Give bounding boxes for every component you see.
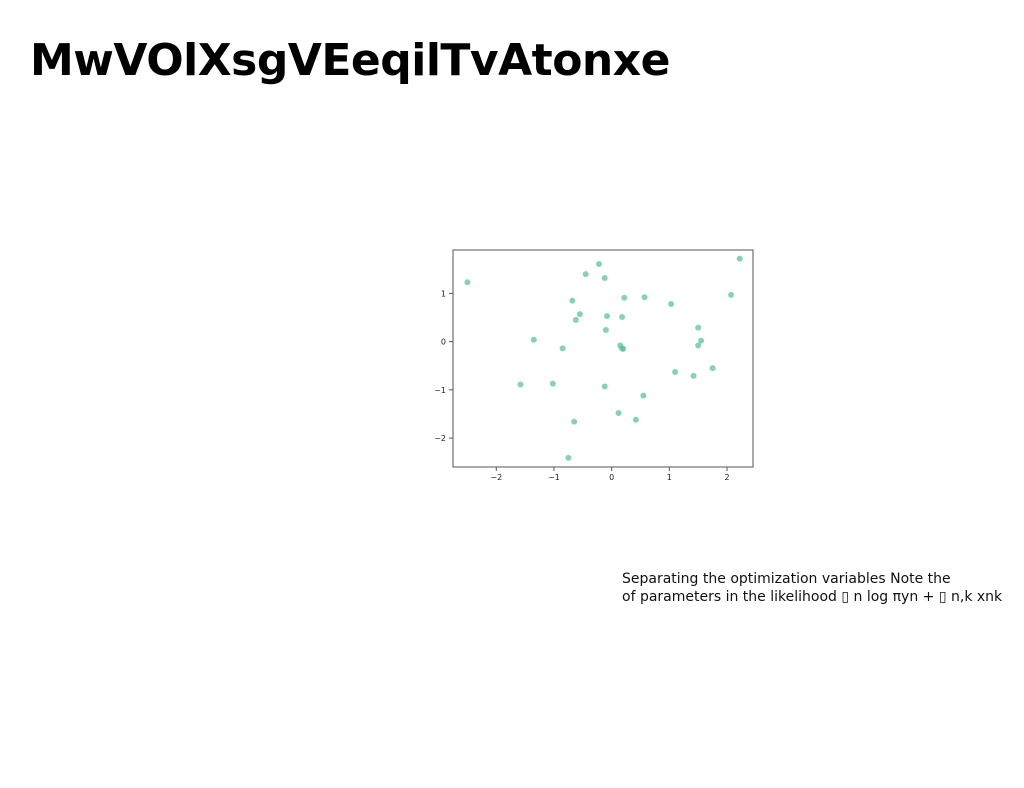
data-point <box>601 383 608 390</box>
data-point <box>620 345 627 352</box>
page-title: MwVOlXsgVEeqilTvAtonxe <box>30 35 670 86</box>
data-point <box>709 365 716 372</box>
y-tick-label: 1 <box>441 289 446 298</box>
x-tick-label: −2 <box>490 473 502 482</box>
x-tick-label: −1 <box>548 473 560 482</box>
caption: Separating the optimization variables No… <box>622 570 1022 606</box>
x-tick-label: 0 <box>609 473 614 482</box>
x-tick-label: 2 <box>724 473 729 482</box>
data-point <box>602 327 609 334</box>
y-tick-label: 0 <box>441 338 446 347</box>
data-point <box>619 314 626 321</box>
data-point <box>549 380 556 387</box>
data-point <box>569 297 576 304</box>
data-point <box>604 313 611 320</box>
data-point <box>582 271 589 278</box>
data-point <box>641 294 648 301</box>
data-point <box>672 369 679 376</box>
data-point <box>668 301 675 308</box>
caption-line-1: Separating the optimization variables No… <box>622 571 951 587</box>
y-tick-label: −2 <box>434 434 446 443</box>
data-point <box>517 381 524 388</box>
data-point <box>728 291 735 298</box>
data-point <box>615 409 622 416</box>
data-point <box>530 336 537 343</box>
data-point <box>576 311 583 318</box>
data-point <box>621 294 628 301</box>
plot-frame <box>452 249 754 468</box>
data-point <box>695 324 702 331</box>
data-point <box>572 316 579 323</box>
x-tick-label: 1 <box>667 473 672 482</box>
data-point <box>698 337 705 344</box>
data-point <box>690 372 697 379</box>
scatter-chart: −2 −1 0 1 2 1 0 −1 −2 <box>434 249 754 482</box>
data-point <box>736 255 743 262</box>
data-point <box>571 418 578 425</box>
data-point <box>695 342 702 349</box>
data-point <box>559 345 566 352</box>
data-point <box>595 260 602 267</box>
data-point <box>565 454 572 461</box>
data-point <box>464 279 471 286</box>
y-tick-label: −1 <box>434 386 446 395</box>
caption-line-2: of parameters in the likelihood ▯ n log … <box>622 589 1003 605</box>
data-point <box>632 416 639 423</box>
data-point <box>601 274 608 281</box>
data-point <box>640 392 647 399</box>
